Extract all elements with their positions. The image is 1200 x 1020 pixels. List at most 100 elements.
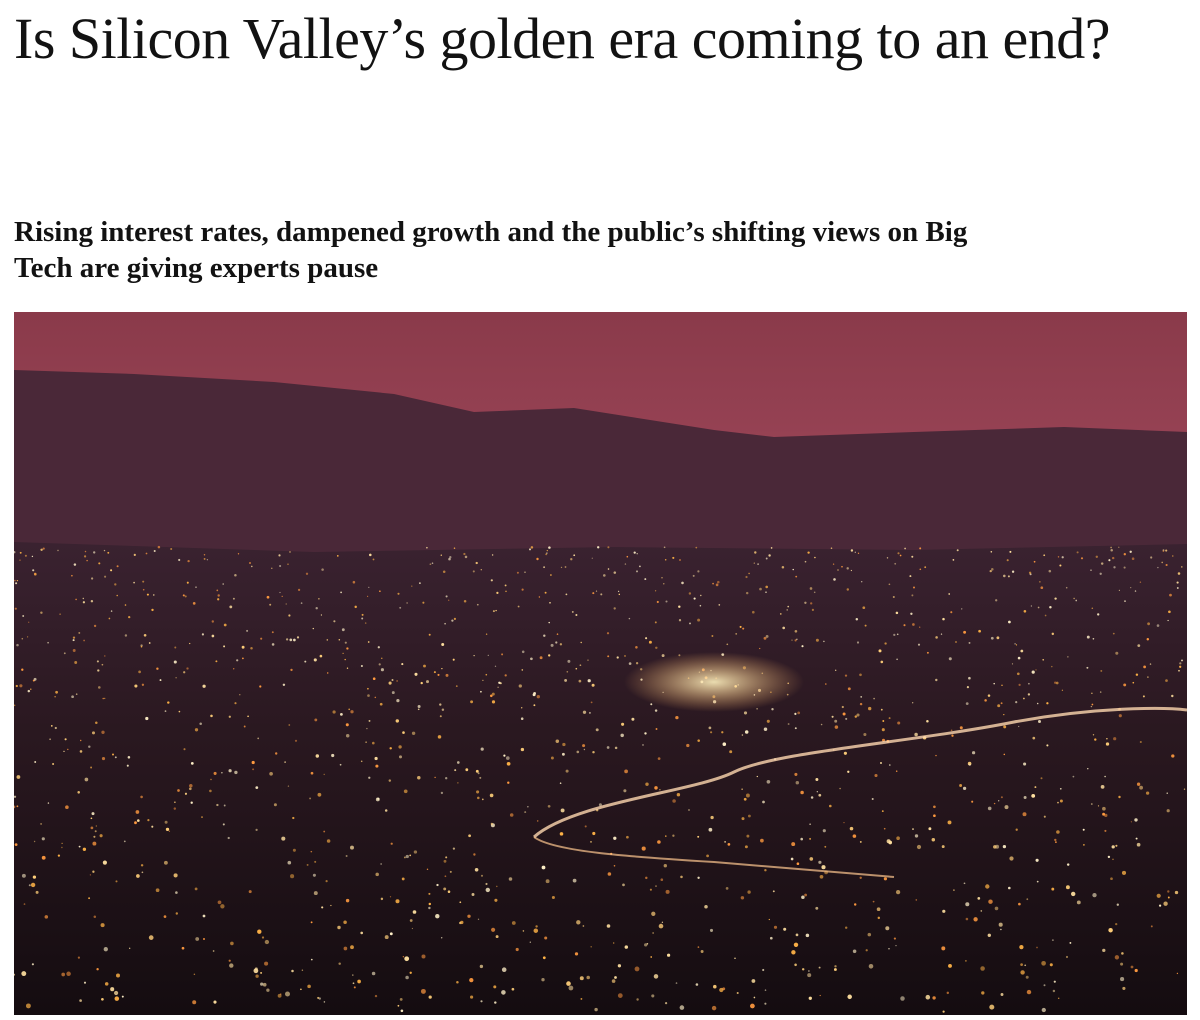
- light: [988, 899, 993, 904]
- light: [833, 578, 836, 581]
- light: [635, 662, 639, 665]
- light: [31, 963, 34, 966]
- light: [476, 790, 480, 794]
- light: [447, 890, 451, 893]
- light: [1015, 828, 1018, 831]
- light: [371, 971, 376, 976]
- light: [649, 888, 652, 891]
- light: [623, 789, 627, 793]
- light: [633, 551, 636, 554]
- light: [435, 914, 440, 919]
- light: [1043, 815, 1046, 818]
- light: [377, 646, 380, 649]
- light: [764, 1002, 767, 1005]
- light: [90, 826, 94, 830]
- light: [271, 643, 275, 646]
- light: [127, 756, 131, 759]
- light: [607, 568, 610, 570]
- light: [1090, 569, 1092, 571]
- light: [587, 679, 591, 683]
- light: [1112, 632, 1115, 635]
- light: [1130, 821, 1132, 823]
- light: [942, 617, 945, 621]
- light: [857, 552, 860, 554]
- light: [174, 801, 176, 804]
- light: [94, 830, 97, 833]
- light: [74, 661, 78, 664]
- light: [919, 626, 921, 628]
- highway: [533, 706, 1187, 839]
- light: [743, 797, 747, 801]
- light: [431, 562, 434, 564]
- light: [801, 968, 805, 971]
- light: [607, 546, 610, 549]
- light: [1122, 986, 1126, 990]
- light: [1065, 586, 1068, 589]
- light: [368, 719, 371, 722]
- light: [1115, 844, 1118, 847]
- light: [883, 877, 888, 881]
- light: [912, 623, 915, 626]
- light: [336, 555, 339, 557]
- light: [564, 566, 567, 568]
- light: [30, 882, 36, 888]
- light: [104, 982, 109, 986]
- light: [453, 547, 456, 549]
- light: [1169, 593, 1172, 597]
- light: [521, 707, 523, 709]
- light: [1040, 777, 1043, 780]
- light: [847, 770, 850, 773]
- light: [261, 936, 265, 939]
- light: [275, 752, 278, 755]
- light: [935, 754, 937, 757]
- light: [794, 712, 797, 716]
- light: [491, 927, 496, 932]
- light: [21, 971, 27, 977]
- light: [395, 719, 399, 723]
- light: [968, 676, 971, 680]
- light: [84, 777, 89, 782]
- light: [856, 641, 860, 644]
- light: [950, 729, 953, 732]
- light: [83, 981, 87, 984]
- light: [993, 845, 997, 849]
- light: [134, 821, 137, 825]
- light: [323, 830, 326, 833]
- light: [572, 878, 577, 883]
- light: [1156, 624, 1160, 627]
- light: [195, 937, 200, 941]
- light: [880, 762, 882, 764]
- light: [613, 865, 616, 867]
- light: [64, 738, 67, 741]
- light: [350, 945, 354, 950]
- light: [234, 574, 237, 577]
- light: [92, 841, 97, 846]
- light: [301, 969, 304, 972]
- light: [644, 732, 647, 735]
- light: [163, 915, 167, 918]
- light: [655, 885, 657, 887]
- light: [98, 686, 101, 689]
- light: [479, 964, 484, 969]
- light: [63, 750, 65, 753]
- light: [213, 1000, 217, 1004]
- light: [786, 609, 788, 611]
- light: [564, 678, 568, 682]
- light: [616, 656, 619, 659]
- light: [536, 557, 539, 561]
- light: [1118, 546, 1120, 548]
- light: [481, 798, 484, 801]
- light: [1115, 651, 1119, 655]
- light: [307, 984, 311, 989]
- light: [129, 947, 131, 949]
- light: [636, 552, 638, 555]
- light: [428, 892, 431, 895]
- light: [42, 547, 45, 550]
- light: [343, 946, 348, 951]
- light: [1135, 837, 1138, 840]
- light: [1145, 791, 1150, 795]
- light: [568, 985, 574, 991]
- light: [536, 820, 539, 822]
- light: [1108, 927, 1113, 933]
- light: [653, 974, 659, 979]
